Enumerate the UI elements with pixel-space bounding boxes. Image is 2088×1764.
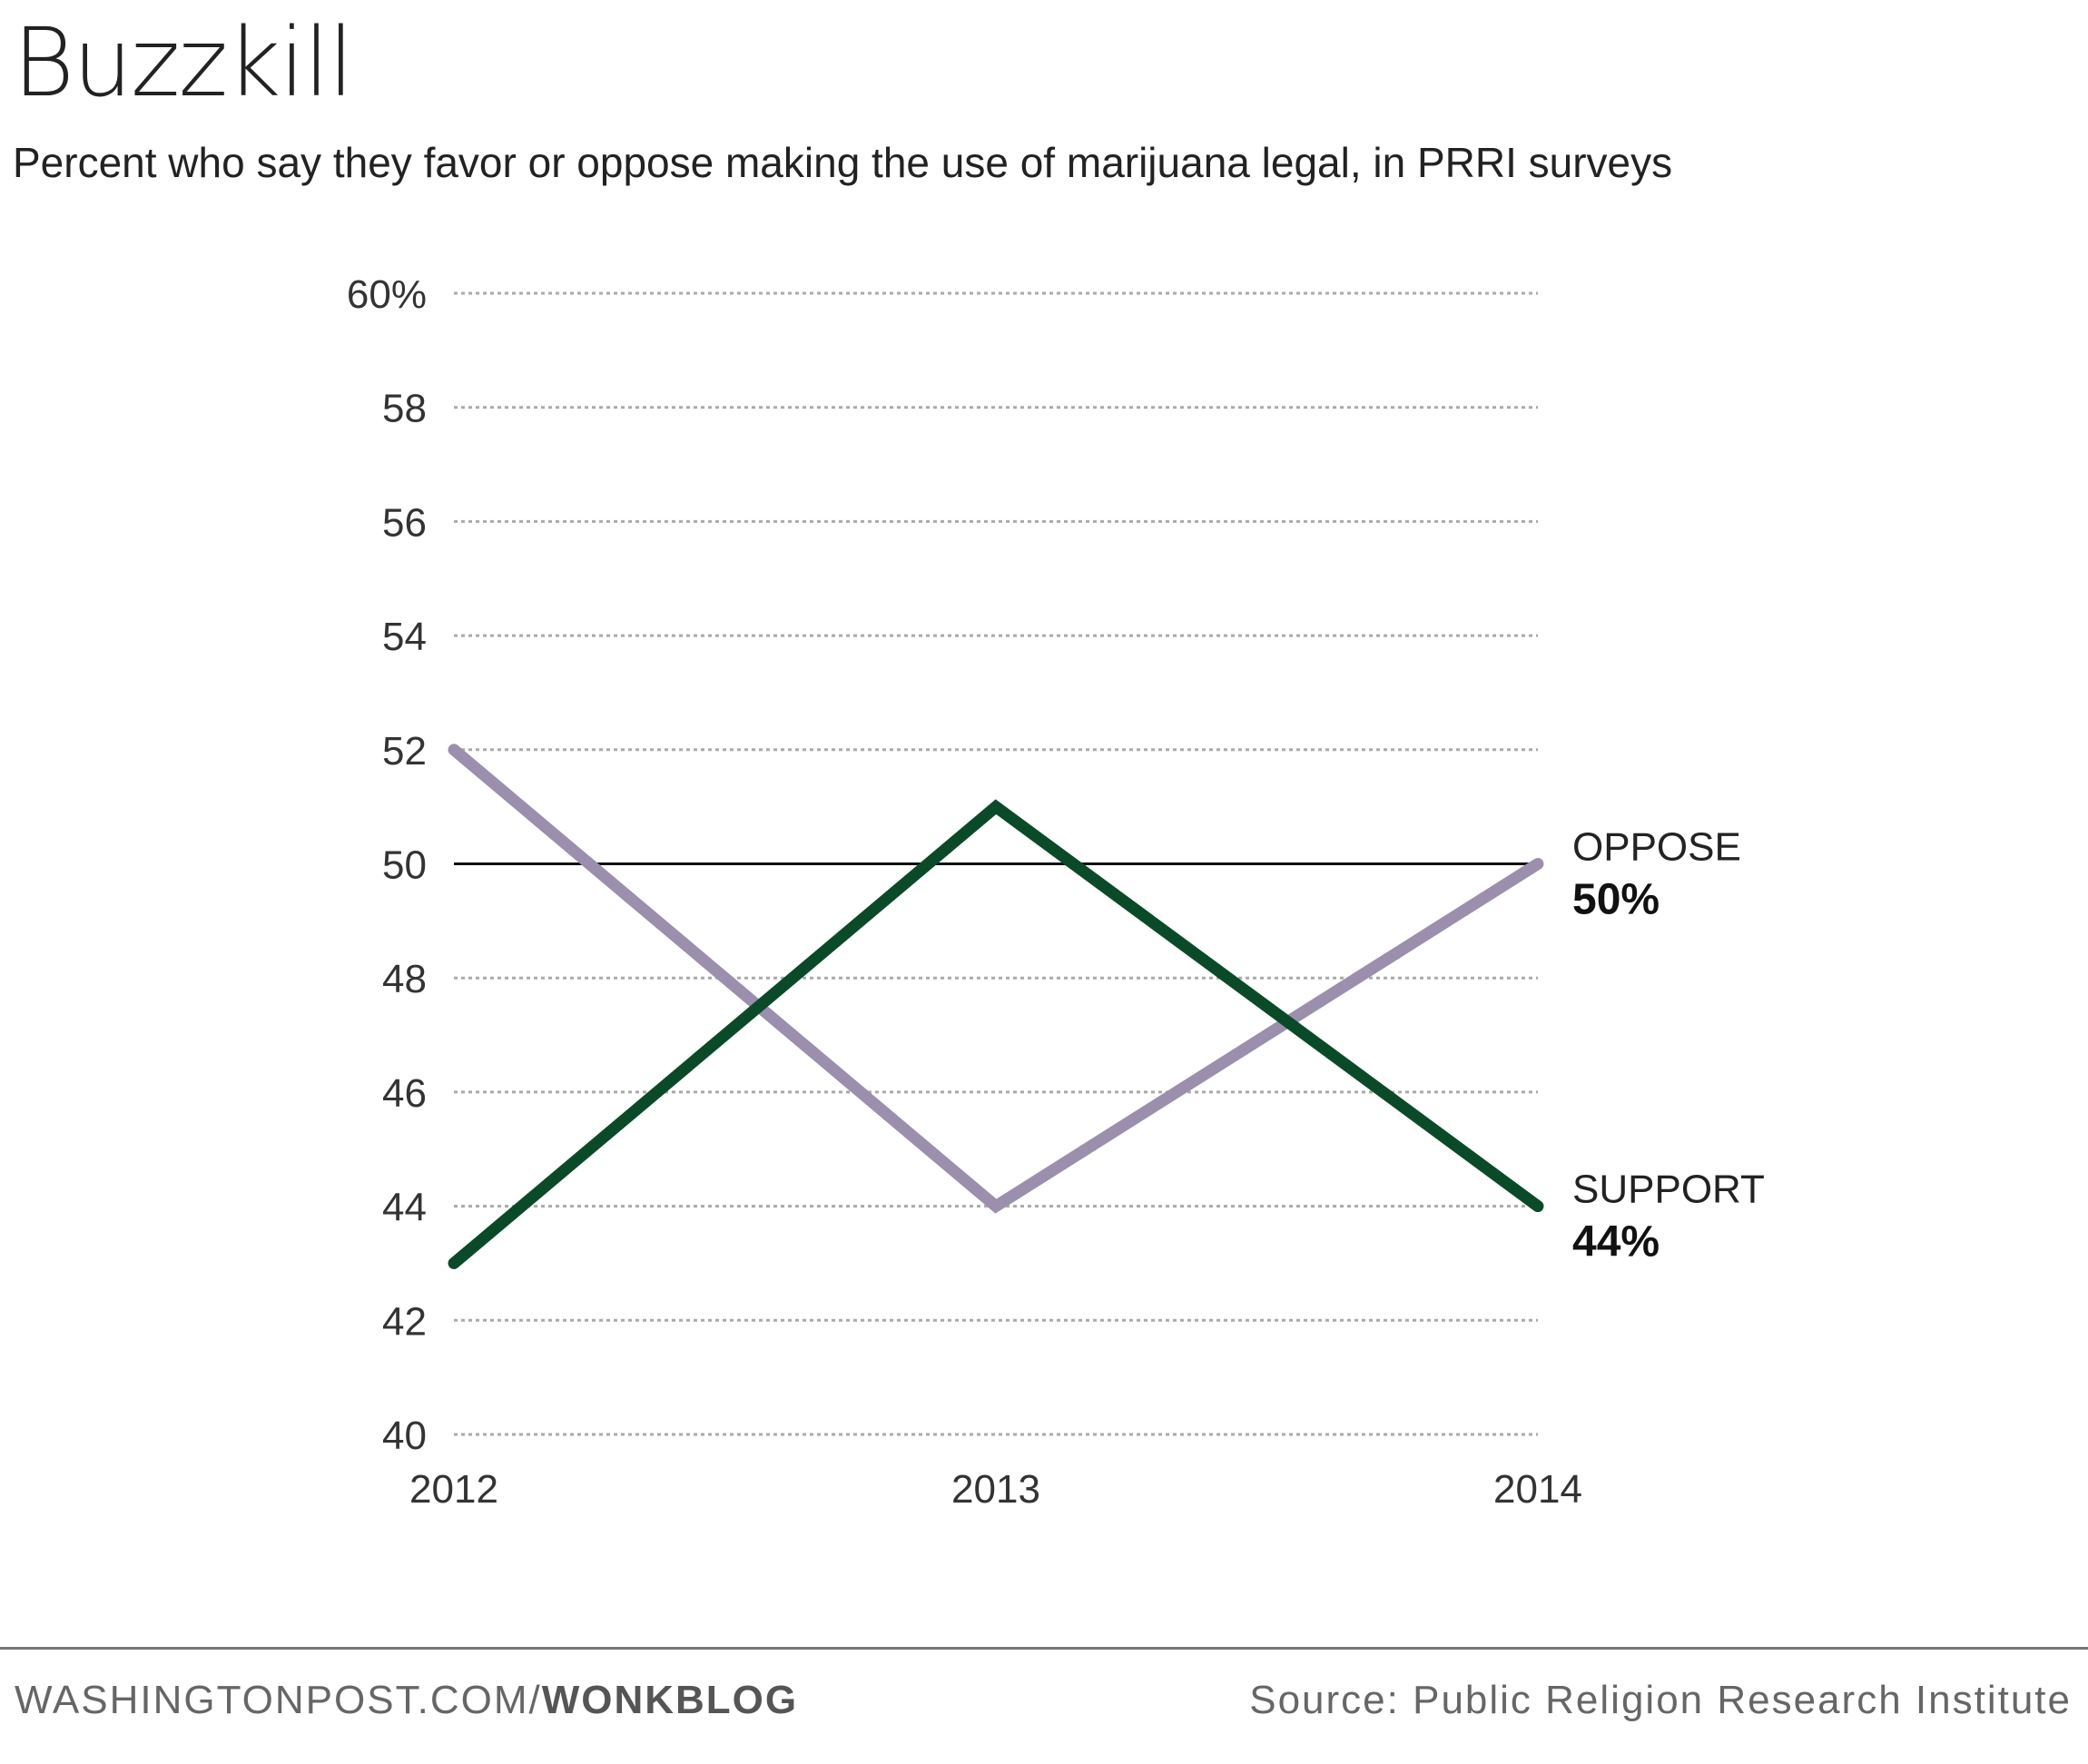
footer-section: WONKBLOG	[541, 1678, 799, 1722]
y-tick-label: 60%	[347, 272, 427, 317]
series-line-oppose	[448, 744, 1544, 1214]
y-tick-label: 40	[382, 1414, 427, 1458]
y-tick-label: 58	[382, 387, 427, 431]
x-tick-label: 2012	[409, 1467, 498, 1512]
series-label-support: SUPPORT	[1572, 1168, 1765, 1212]
y-tick-label: 44	[382, 1186, 427, 1230]
x-tick-label: 2013	[951, 1467, 1040, 1512]
footer-site: WASHINGTONPOST.COM/	[15, 1678, 542, 1722]
y-tick-label: 54	[382, 615, 427, 659]
y-tick-label: 46	[382, 1071, 427, 1116]
x-tick-label: 2014	[1493, 1467, 1582, 1512]
chart-title: Buzzkill	[13, 7, 354, 118]
y-tick-label: 48	[382, 957, 427, 1001]
series-end-value-oppose: 50%	[1572, 876, 1660, 924]
footer-credit: WASHINGTONPOST.COM/WONKBLOG	[15, 1678, 798, 1723]
footer-source: Source: Public Religion Research Institu…	[1249, 1678, 2072, 1722]
footer-divider	[0, 1647, 2088, 1650]
y-tick-label: 50	[382, 843, 427, 888]
series-label-oppose: OPPOSE	[1572, 825, 1741, 870]
series-end-value-support: 44%	[1572, 1218, 1660, 1266]
chart-subtitle: Percent who say they favor or oppose mak…	[13, 139, 1673, 186]
series-line-support	[448, 799, 1544, 1269]
y-tick-label: 56	[382, 500, 427, 545]
y-tick-label: 42	[382, 1299, 427, 1344]
y-tick-label: 52	[382, 729, 427, 774]
